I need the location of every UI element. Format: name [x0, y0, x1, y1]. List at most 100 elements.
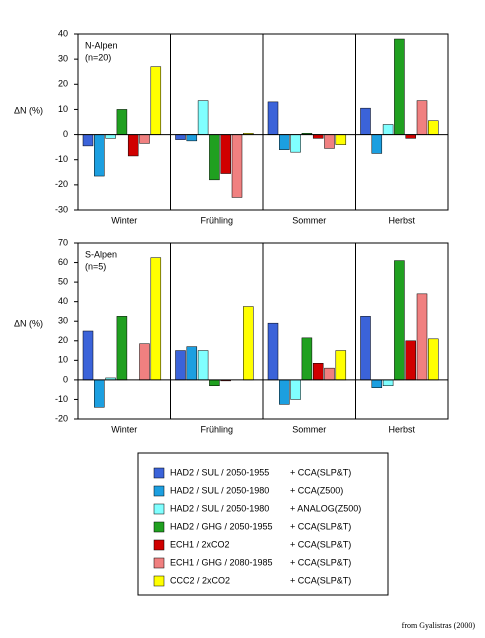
- legend-method: + CCA(SLP&T): [290, 539, 351, 549]
- bar: [175, 134, 186, 140]
- bar: [301, 337, 313, 381]
- panel-label: N-Alpen: [85, 40, 118, 50]
- y-tick-label: 70: [58, 237, 68, 247]
- bar: [394, 260, 405, 381]
- plot-frame: [77, 33, 449, 211]
- bar: [197, 350, 209, 381]
- bar: [105, 134, 116, 139]
- legend-label: HAD2 / SUL / 2050-1980: [170, 485, 269, 495]
- bar: [394, 38, 405, 135]
- bar: [186, 134, 198, 142]
- bar: [428, 120, 439, 135]
- legend-label: ECH1 / GHG / 2080-1985: [170, 557, 273, 567]
- y-tick-label: 20: [58, 335, 68, 345]
- y-axis-label: ΔN (%): [14, 318, 43, 328]
- bar: [335, 350, 347, 381]
- bar: [209, 134, 220, 181]
- bar: [405, 134, 416, 139]
- y-tick-label: 30: [58, 54, 68, 64]
- legend-swatch: [153, 485, 165, 497]
- bar: [150, 257, 162, 381]
- bar: [416, 293, 428, 381]
- legend-swatch: [153, 539, 165, 551]
- y-tick-label: 0: [63, 129, 68, 139]
- bar: [290, 134, 301, 153]
- panel-label: S-Alpen: [85, 249, 117, 259]
- bar: [267, 101, 279, 135]
- bar: [382, 124, 394, 135]
- bar: [267, 322, 279, 381]
- bar: [405, 340, 416, 381]
- bar: [324, 134, 335, 149]
- bar: [94, 134, 105, 177]
- bar: [279, 134, 290, 150]
- bar: [186, 346, 198, 381]
- panel-label: (n=20): [85, 52, 111, 62]
- y-tick-label: 10: [58, 104, 68, 114]
- legend-swatch: [153, 557, 165, 569]
- x-tick-label: Sommer: [292, 215, 326, 225]
- legend-method: + CCA(SLP&T): [290, 467, 351, 477]
- bar: [360, 107, 371, 135]
- y-tick-label: -20: [55, 413, 68, 423]
- bar: [175, 350, 186, 381]
- bar: [94, 379, 105, 408]
- bar: [116, 109, 128, 135]
- y-tick-label: 10: [58, 355, 68, 365]
- bar: [197, 100, 209, 135]
- bar: [82, 134, 94, 147]
- legend-swatch: [153, 503, 165, 515]
- y-tick-label: 0: [63, 374, 68, 384]
- legend-label: HAD2 / SUL / 2050-1980: [170, 503, 269, 513]
- bar: [150, 66, 162, 135]
- bar: [312, 134, 324, 139]
- panel-label: (n=5): [85, 261, 106, 271]
- bar: [82, 330, 94, 381]
- y-tick-label: 40: [58, 296, 68, 306]
- legend-method: + CCA(SLP&T): [290, 521, 351, 531]
- y-tick-label: -30: [55, 204, 68, 214]
- legend-swatch: [153, 467, 165, 479]
- x-tick-label: Frühling: [200, 215, 233, 225]
- bar: [139, 343, 150, 381]
- legend-method: + CCA(SLP&T): [290, 557, 351, 567]
- x-tick-label: Herbst: [388, 424, 415, 434]
- legend-label: HAD2 / SUL / 2050-1955: [170, 467, 269, 477]
- bar: [220, 134, 231, 174]
- y-tick-label: -20: [55, 179, 68, 189]
- legend-swatch: [153, 575, 165, 587]
- bar: [428, 338, 439, 381]
- x-tick-label: Winter: [111, 424, 137, 434]
- bar: [324, 367, 335, 381]
- legend-label: ECH1 / 2xCO2: [170, 539, 230, 549]
- y-tick-label: -10: [55, 394, 68, 404]
- legend-box: [137, 452, 389, 596]
- plot-frame: [77, 242, 449, 420]
- bar: [360, 316, 371, 381]
- bar: [116, 316, 128, 381]
- y-axis-label: ΔN (%): [14, 105, 43, 115]
- bar: [243, 306, 254, 381]
- bar: [127, 134, 139, 157]
- y-tick-label: 20: [58, 79, 68, 89]
- bar: [209, 379, 220, 387]
- bar: [416, 100, 428, 135]
- bar: [139, 134, 150, 144]
- bar: [335, 134, 347, 145]
- bar: [279, 379, 290, 405]
- bar: [290, 379, 301, 400]
- bar: [312, 363, 324, 381]
- y-tick-label: 60: [58, 257, 68, 267]
- y-tick-label: -10: [55, 154, 68, 164]
- legend-label: HAD2 / GHG / 2050-1955: [170, 521, 273, 531]
- bar: [382, 379, 394, 387]
- y-tick-label: 40: [58, 28, 68, 38]
- legend-swatch: [153, 521, 165, 533]
- x-tick-label: Herbst: [388, 215, 415, 225]
- footnote: from Gyalistras (2000): [402, 621, 476, 630]
- legend-method: + ANALOG(Z500): [290, 503, 361, 513]
- legend-method: + CCA(SLP&T): [290, 575, 351, 585]
- legend-method: + CCA(Z500): [290, 485, 343, 495]
- x-tick-label: Sommer: [292, 424, 326, 434]
